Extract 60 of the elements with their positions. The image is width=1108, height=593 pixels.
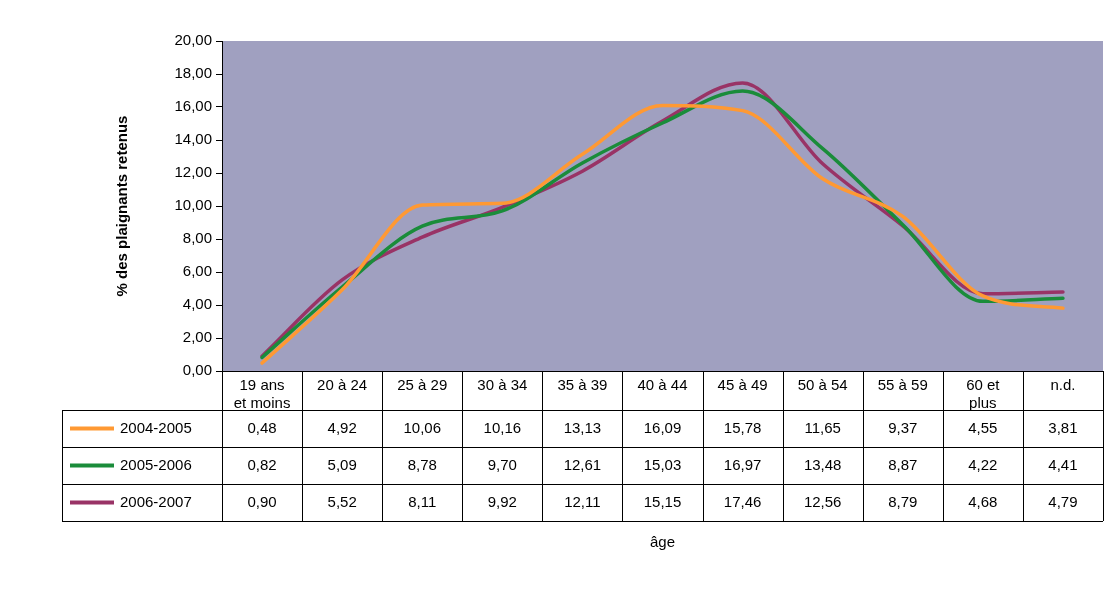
y-tick-label: 8,00	[182, 229, 212, 247]
x-tick-label: 55 à 59	[877, 376, 928, 394]
x-tick-label: 60 et plus	[966, 376, 1001, 412]
data-label: 0,48	[247, 418, 277, 436]
data-label: 16,09	[643, 418, 682, 436]
data-label: 8,79	[888, 492, 918, 510]
data-label: 4,68	[968, 492, 998, 510]
data-label: 5,09	[327, 455, 357, 473]
y-tick-label: 0,00	[182, 361, 212, 379]
x-tick-label: 35 à 39	[557, 376, 608, 394]
x-tick-label: 20 à 24	[317, 376, 368, 394]
y-tick-label: 14,00	[174, 130, 212, 148]
data-label: 5,52	[327, 492, 357, 510]
y-tick-label: 12,00	[174, 163, 212, 181]
data-label: 13,48	[803, 455, 842, 473]
data-label: 17,46	[723, 492, 762, 510]
data-label: 4,55	[968, 418, 998, 436]
data-label: 0,90	[247, 492, 277, 510]
data-label: 9,92	[487, 492, 517, 510]
y-axis-title: % des plaignants retenus	[113, 115, 131, 297]
data-label: 4,79	[1048, 492, 1078, 510]
x-tick-label: 19 ans et moins	[233, 376, 291, 412]
data-label: 9,37	[888, 418, 918, 436]
y-tick-label: 16,00	[174, 97, 212, 115]
data-label: 9,70	[487, 455, 517, 473]
y-tick-label: 10,00	[174, 196, 212, 214]
y-tick-label: 4,00	[182, 295, 212, 313]
x-tick-label: 30 à 34	[477, 376, 528, 394]
data-label: 4,41	[1048, 455, 1078, 473]
legend-label: 2005-2006	[120, 455, 192, 473]
data-label: 15,78	[723, 418, 762, 436]
data-label: 10,06	[403, 418, 441, 436]
legend-label: 2006-2007	[120, 492, 192, 510]
y-tick-label: 2,00	[182, 328, 212, 346]
data-label: 16,97	[723, 455, 762, 473]
legend-label: 2004-2005	[120, 418, 192, 436]
y-tick-label: 20,00	[174, 31, 212, 49]
y-tick-label: 18,00	[174, 64, 212, 82]
x-tick-label: 25 à 29	[397, 376, 448, 394]
data-label: 15,03	[643, 455, 682, 473]
x-tick-label: 50 à 54	[797, 376, 848, 394]
data-label: 12,11	[564, 492, 601, 510]
data-label: 12,61	[563, 455, 602, 473]
data-label: 8,78	[407, 455, 437, 473]
y-tick-label: 6,00	[182, 262, 212, 280]
data-label: 8,87	[888, 455, 918, 473]
data-label: 10,16	[483, 418, 522, 436]
x-tick-label: 40 à 44	[637, 376, 688, 394]
data-label: 4,92	[327, 418, 357, 436]
data-label: 4,22	[968, 455, 998, 473]
data-label: 12,56	[803, 492, 842, 510]
data-label: 11,65	[804, 418, 841, 436]
data-label: 13,13	[563, 418, 602, 436]
data-label: 8,11	[408, 492, 437, 510]
data-label: 15,15	[643, 492, 682, 510]
x-tick-label: n.d.	[1050, 376, 1076, 394]
text: âge	[649, 533, 676, 551]
data-label: 0,82	[247, 455, 277, 473]
x-tick-label: 45 à 49	[717, 376, 768, 394]
data-label: 3,81	[1048, 418, 1078, 436]
